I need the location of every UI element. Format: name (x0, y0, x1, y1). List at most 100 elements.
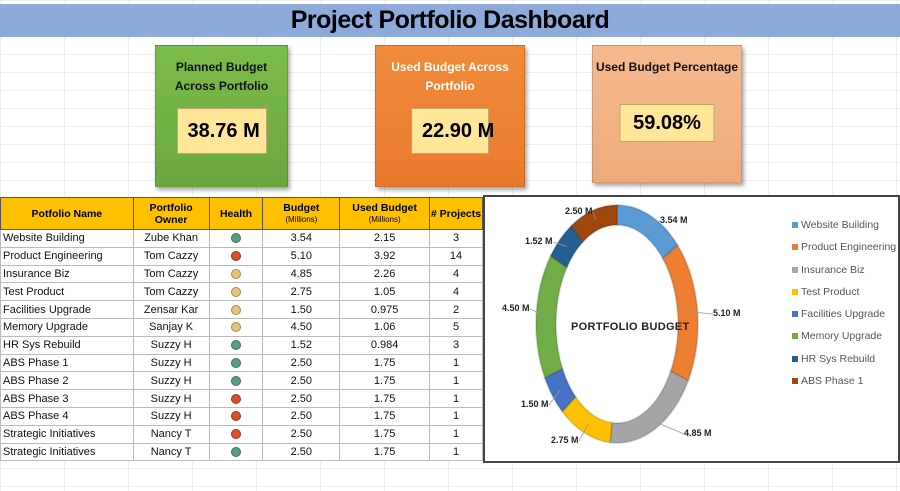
cell-health (208, 264, 264, 284)
cell-projects: 3 (429, 335, 483, 355)
health-amber-icon (230, 322, 241, 333)
cell-budget: 2.50 (262, 389, 341, 408)
cell-projects: 3 (429, 229, 483, 248)
table-row: Strategic Initiatives Nancy T 2.50 1.75 1 (0, 424, 483, 444)
cell-health (208, 371, 264, 391)
cell-projects: 1 (429, 371, 483, 391)
cell-owner: Nancy T (132, 442, 210, 462)
cell-owner: Suzzy H (132, 335, 210, 355)
cell-name: ABS Phase 3 (0, 389, 134, 408)
cell-used: 0.975 (339, 300, 430, 319)
kpi-value: 22.90 M (411, 108, 494, 154)
legend-item: Website Building (792, 219, 896, 241)
cell-used: 1.75 (339, 371, 430, 391)
leader-line (687, 311, 714, 315)
cell-owner: Suzzy H (132, 371, 210, 391)
table-row: Memory Upgrade Sanjay K 4.50 1.06 5 (0, 317, 483, 337)
table-row: Insurance Biz Tom Cazzy 4.85 2.26 4 (0, 264, 483, 284)
budget-header: Budget (283, 201, 320, 214)
portfolio-table: Potfolio Name Portfolio Owner Health Bud… (0, 197, 483, 462)
leader-line (578, 423, 589, 442)
cell-budget: 5.10 (262, 246, 341, 266)
cell-projects: 1 (429, 353, 483, 373)
health-red-icon (230, 411, 241, 422)
legend-label: ABS Phase 1 (801, 375, 864, 388)
health-red-icon (230, 429, 241, 440)
cell-health (208, 229, 264, 248)
cell-name: ABS Phase 1 (0, 353, 134, 373)
table-row: Test Product Tom Cazzy 2.75 1.05 4 (0, 282, 483, 302)
legend-swatch-icon (792, 311, 798, 318)
cell-name: Facilities Upgrade (0, 300, 134, 319)
cell-health (208, 389, 264, 408)
table-row: ABS Phase 4 Suzzy H 2.50 1.75 1 (0, 406, 483, 426)
chart-legend: Website Building Product Engineering Insur… (792, 219, 896, 397)
health-green-icon (230, 233, 241, 244)
legend-item: Insurance Biz (792, 264, 896, 286)
table-row: ABS Phase 1 Suzzy H 2.50 1.75 1 (0, 353, 483, 373)
cell-owner: Tom Cazzy (132, 246, 210, 266)
legend-item: HR Sys Rebuild (792, 353, 896, 375)
cell-used: 1.75 (339, 442, 430, 462)
cell-health (208, 282, 264, 302)
table-header: Potfolio Name Portfolio Owner Health Bud… (0, 197, 483, 230)
cell-projects: 1 (429, 389, 483, 408)
health-amber-icon (230, 286, 241, 297)
page-title: Project Portfolio Dashboard (0, 4, 900, 37)
cell-owner: Suzzy H (132, 353, 210, 373)
doughnut-chart (529, 203, 714, 444)
cell-used: 1.75 (339, 353, 430, 373)
health-green-icon (230, 375, 241, 386)
cell-used: 2.15 (339, 229, 430, 248)
cell-used: 1.75 (339, 424, 430, 444)
cell-owner: Tom Cazzy (132, 282, 210, 302)
cell-used: 1.75 (339, 406, 430, 426)
data-label: 5.10 M (713, 308, 741, 318)
cell-owner: Zensar Kar (132, 300, 210, 319)
health-green-icon (230, 358, 241, 369)
legend-label: Memory Upgrade (801, 330, 883, 343)
col-budget: Budget (Millions) (262, 197, 341, 230)
cell-projects: 4 (429, 282, 483, 302)
kpi-used-budget: Used Budget Across Portfolio 22.90 M (375, 45, 525, 187)
legend-item: Facilities Upgrade (792, 308, 896, 330)
cell-budget: 3.54 (262, 229, 341, 248)
used-header: Used Budget (352, 201, 417, 214)
legend-label: HR Sys Rebuild (801, 352, 876, 365)
legend-swatch-icon (792, 378, 798, 385)
cell-health (208, 317, 264, 337)
cell-name: ABS Phase 4 (0, 406, 134, 426)
cell-owner: Sanjay K (132, 317, 210, 337)
cell-owner: Suzzy H (132, 389, 210, 408)
table-row: Website Building Zube Khan 3.54 2.15 3 (0, 229, 483, 248)
cell-budget: 2.50 (262, 406, 341, 426)
cell-projects: 5 (429, 317, 483, 337)
cell-name: Strategic Initiatives (0, 424, 134, 444)
cell-health (208, 442, 264, 462)
cell-health (208, 353, 264, 373)
leader-line (646, 220, 661, 226)
data-label: 4.50 M (502, 303, 530, 313)
health-red-icon (230, 393, 241, 404)
chart-title: PORTFOLIO BUDGET (571, 321, 690, 333)
used-unit: (Millions) (368, 214, 401, 224)
table-row: Strategic Initiatives Nancy T 2.50 1.75 1 (0, 442, 483, 462)
legend-label: Insurance Biz (801, 263, 865, 276)
cell-health (208, 335, 264, 355)
data-label: 3.54 M (660, 215, 688, 225)
donut-slice-product-engineering (661, 243, 699, 383)
cell-health (208, 424, 264, 444)
table-row: HR Sys Rebuild Suzzy H 1.52 0.984 3 (0, 335, 483, 355)
cell-budget: 2.50 (262, 353, 341, 373)
col-used: Used Budget (Millions) (339, 197, 430, 230)
cell-health (208, 300, 264, 319)
donut-slice-insurance-biz (608, 369, 690, 444)
cell-used: 2.26 (339, 264, 430, 284)
kpi-label: Used Budget Across Portfolio (391, 60, 509, 93)
cell-budget: 2.50 (262, 424, 341, 444)
kpi-label: Used Budget Percentage (595, 60, 739, 74)
cell-used: 1.05 (339, 282, 430, 302)
health-amber-icon (230, 304, 241, 315)
kpi-value: 38.76 M (176, 108, 267, 154)
legend-item: Product Engineering (792, 241, 896, 263)
